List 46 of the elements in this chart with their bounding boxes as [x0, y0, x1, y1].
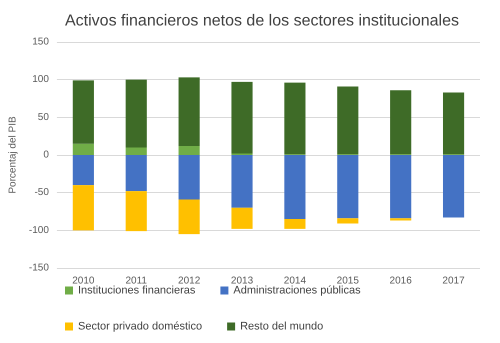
- legend-label: Instituciones financieras: [78, 284, 196, 296]
- y-axis-title: Porcentaj del PIB: [8, 116, 18, 194]
- bar: [72, 185, 94, 230]
- x-tick-label: 2015: [336, 276, 360, 286]
- x-tick-label: 2013: [230, 276, 254, 286]
- bar: [390, 155, 412, 218]
- bar: [231, 82, 253, 154]
- bar: [126, 191, 147, 232]
- bar: [337, 155, 358, 218]
- bar: [231, 155, 253, 208]
- y-tick-label: 0: [43, 150, 50, 160]
- y-tick-label: -150: [28, 262, 50, 274]
- bar: [284, 155, 306, 220]
- x-tick-label: 2016: [390, 276, 412, 286]
- legend-label: Resto del mundo: [240, 320, 324, 332]
- y-tick-label: 100: [32, 74, 50, 86]
- legend-label: Administraciones públicas: [233, 284, 362, 296]
- bar: [72, 144, 94, 155]
- bar: [178, 77, 200, 146]
- x-tick-label: 2014: [284, 276, 306, 286]
- chart-title: Activos financieros netos de los sectores institucionales: [65, 12, 459, 30]
- x-tick-label: 2010: [72, 276, 95, 286]
- bar: [284, 219, 306, 229]
- bar: [178, 199, 200, 234]
- y-tick-label: -50: [34, 187, 50, 198]
- bar: [337, 218, 358, 224]
- y-tick-label: -100: [28, 224, 50, 236]
- x-tick-label: 2011: [125, 276, 148, 286]
- bar: [442, 92, 464, 154]
- y-tick-label: 50: [38, 112, 50, 123]
- x-tick-label: 2012: [178, 276, 201, 286]
- bar: [126, 155, 147, 192]
- bar: [178, 146, 200, 155]
- bar: [337, 86, 358, 154]
- bar: [72, 155, 94, 186]
- bar: [72, 80, 94, 144]
- bar: [178, 155, 200, 200]
- bar: [390, 90, 412, 154]
- y-tick-label: 150: [32, 36, 50, 48]
- bar: [126, 80, 147, 148]
- bar: [442, 155, 464, 218]
- bar: [231, 208, 253, 229]
- bar: [284, 82, 306, 154]
- legend-label: Sector privado doméstico: [78, 320, 202, 332]
- bar: [126, 147, 147, 155]
- x-tick-label: 2017: [442, 276, 466, 286]
